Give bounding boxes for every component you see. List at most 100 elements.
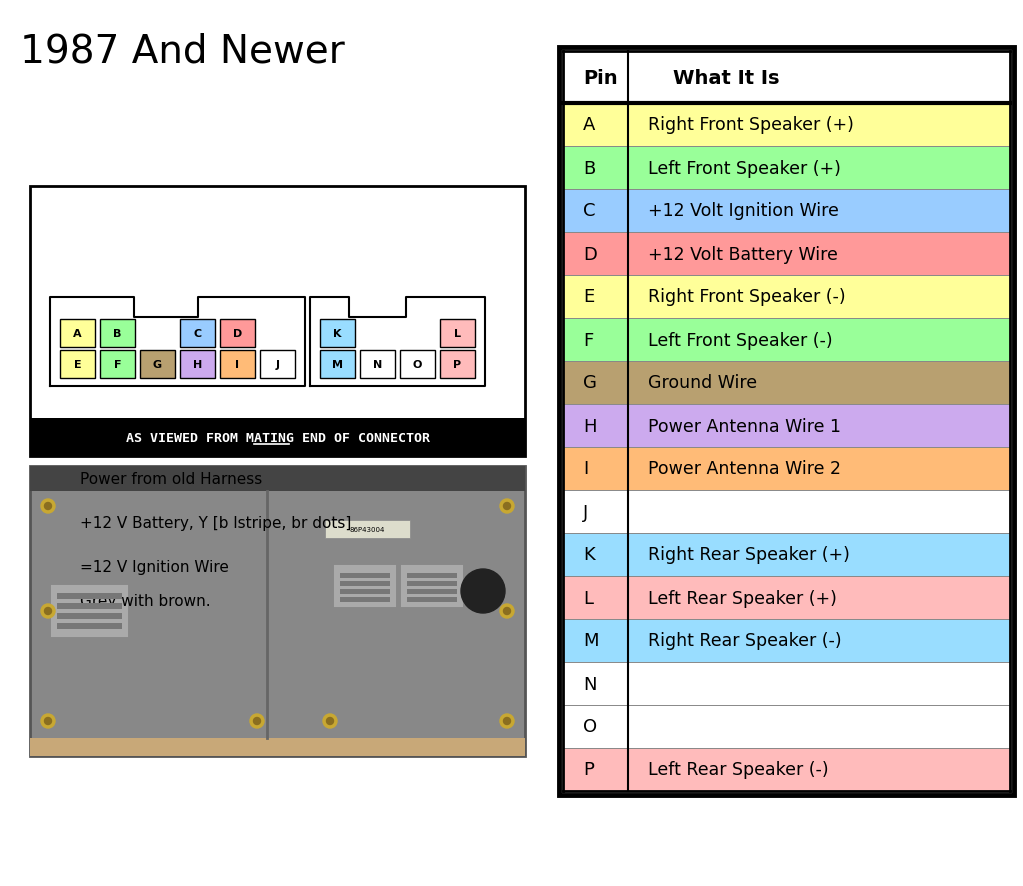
Bar: [563, 276, 1010, 319]
Text: F: F: [583, 331, 593, 349]
Text: E: E: [583, 288, 594, 307]
Bar: [60, 320, 95, 347]
Text: What It Is: What It Is: [673, 68, 780, 88]
Bar: [402, 566, 462, 606]
Circle shape: [503, 503, 510, 510]
Text: N: N: [583, 675, 596, 693]
Circle shape: [41, 714, 55, 728]
Text: G: G: [583, 374, 596, 392]
Bar: [407, 573, 457, 579]
Bar: [51, 299, 304, 385]
Bar: [340, 597, 390, 602]
Bar: [440, 351, 475, 378]
Bar: [180, 351, 215, 378]
Bar: [563, 491, 1010, 533]
Text: Right Front Speaker (+): Right Front Speaker (+): [648, 116, 854, 135]
Bar: [320, 351, 355, 378]
Bar: [563, 447, 1010, 491]
Circle shape: [44, 718, 51, 725]
Text: P: P: [453, 360, 461, 369]
Text: Power Antenna Wire 1: Power Antenna Wire 1: [648, 417, 841, 435]
Circle shape: [250, 714, 264, 728]
Bar: [360, 351, 395, 378]
Bar: [57, 594, 122, 599]
Bar: [407, 581, 457, 587]
Circle shape: [503, 718, 510, 725]
Text: Power from old Harness: Power from old Harness: [80, 471, 262, 486]
Text: B: B: [114, 329, 122, 338]
Text: B: B: [583, 159, 595, 177]
Bar: [52, 587, 127, 636]
Bar: [407, 597, 457, 602]
Bar: [563, 748, 1010, 791]
Text: Left Front Speaker (+): Left Front Speaker (+): [648, 159, 841, 177]
Circle shape: [500, 714, 514, 728]
Bar: [30, 187, 525, 456]
Text: L: L: [454, 329, 461, 338]
Text: Pin: Pin: [583, 68, 618, 88]
Text: 86P43004: 86P43004: [349, 526, 385, 532]
Bar: [57, 623, 122, 629]
Circle shape: [41, 500, 55, 513]
Bar: [563, 233, 1010, 276]
Circle shape: [461, 570, 505, 613]
Bar: [57, 603, 122, 610]
Circle shape: [500, 604, 514, 618]
Bar: [220, 351, 255, 378]
Text: F: F: [114, 360, 122, 369]
Text: A: A: [583, 116, 595, 135]
Text: P: P: [583, 761, 594, 779]
Bar: [311, 299, 484, 385]
Bar: [325, 520, 410, 539]
Text: K: K: [583, 546, 594, 563]
Text: J: J: [583, 503, 588, 521]
Text: A: A: [74, 329, 82, 338]
Bar: [100, 351, 135, 378]
Text: Grey with brown.: Grey with brown.: [80, 594, 211, 609]
Bar: [30, 466, 525, 492]
Circle shape: [500, 500, 514, 513]
Circle shape: [503, 608, 510, 615]
Text: =12 V Ignition Wire: =12 V Ignition Wire: [80, 559, 229, 574]
Text: Right Front Speaker (-): Right Front Speaker (-): [648, 288, 846, 307]
Text: J: J: [275, 360, 279, 369]
Text: C: C: [583, 202, 595, 221]
Text: Left Rear Speaker (-): Left Rear Speaker (-): [648, 761, 829, 779]
Bar: [340, 581, 390, 587]
Circle shape: [41, 604, 55, 618]
Text: O: O: [583, 718, 597, 735]
Bar: [563, 190, 1010, 233]
Bar: [563, 705, 1010, 748]
Bar: [563, 319, 1010, 361]
Text: M: M: [583, 632, 598, 649]
Bar: [30, 738, 525, 756]
Bar: [563, 619, 1010, 662]
Text: Right Rear Speaker (-): Right Rear Speaker (-): [648, 632, 842, 649]
Text: M: M: [332, 360, 343, 369]
Bar: [340, 589, 390, 595]
Text: D: D: [233, 329, 242, 338]
Text: +12 Volt Ignition Wire: +12 Volt Ignition Wire: [648, 202, 839, 221]
Text: Ground Wire: Ground Wire: [648, 374, 757, 392]
Circle shape: [326, 718, 333, 725]
Bar: [30, 418, 525, 456]
Text: H: H: [193, 360, 203, 369]
Text: Left Rear Speaker (+): Left Rear Speaker (+): [648, 589, 837, 607]
Circle shape: [323, 714, 337, 728]
Text: E: E: [74, 360, 81, 369]
Circle shape: [44, 503, 51, 510]
Text: L: L: [583, 589, 593, 607]
Bar: [559, 48, 1014, 795]
Bar: [320, 320, 355, 347]
Text: +12 Volt Battery Wire: +12 Volt Battery Wire: [648, 245, 838, 263]
Bar: [563, 104, 1010, 147]
Bar: [220, 320, 255, 347]
Bar: [563, 361, 1010, 405]
Text: Right Rear Speaker (+): Right Rear Speaker (+): [648, 546, 850, 563]
Bar: [340, 573, 390, 579]
Text: H: H: [583, 417, 596, 435]
Bar: [335, 566, 395, 606]
Bar: [407, 589, 457, 595]
Text: I: I: [583, 460, 588, 478]
Bar: [60, 351, 95, 378]
